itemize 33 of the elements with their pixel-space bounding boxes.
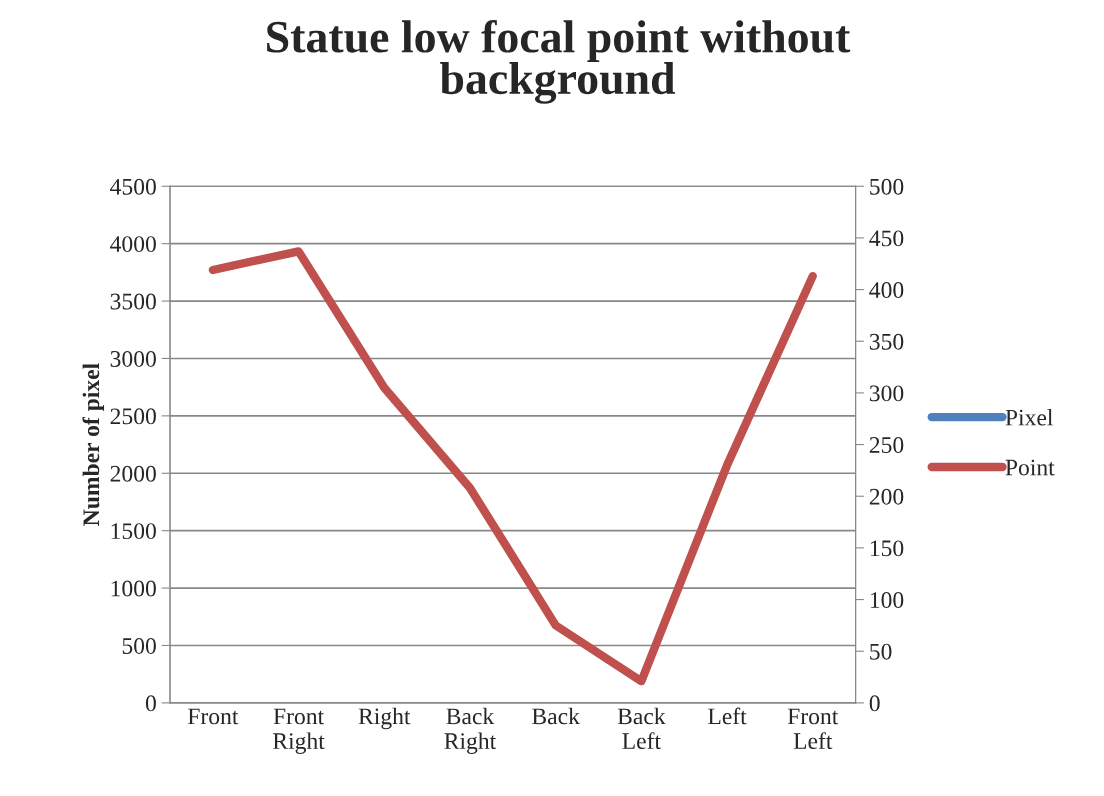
y-tick-label: 4000: [110, 236, 156, 253]
x-tick-label: Back Right: [444, 707, 497, 754]
y2-tick-label: 150: [870, 540, 904, 557]
x-tick-label: Front: [187, 708, 239, 725]
x-tick-label: Back: [532, 707, 580, 725]
x-tick-label: Front Left: [787, 708, 839, 750]
y-tick-label: 2500: [110, 408, 156, 425]
y-tick-label: 3000: [110, 350, 156, 367]
chart-title: Statue low focal point without background: [267, 19, 851, 104]
x-tick-label: Front Right: [273, 708, 325, 754]
y-tick-label: 1500: [111, 523, 156, 540]
y-tick-label: 3500: [110, 293, 156, 310]
y2-tick-label: 50: [870, 643, 892, 660]
y2-tick-label: 450: [869, 230, 904, 247]
y-tick-label: 0: [145, 695, 156, 712]
y2-tick-label: 250: [869, 437, 904, 453]
y-tick-label: 2000: [110, 465, 156, 482]
y2-tick-label: 200: [869, 488, 904, 505]
y-tick-label: 1000: [111, 580, 156, 597]
x-tick-label: Right: [358, 707, 411, 730]
y-axis-title: Number of pixel: [82, 363, 105, 526]
x-tick-label: Left: [708, 707, 747, 725]
y2-tick-label: 400: [869, 282, 904, 299]
y2-tick-label: 0: [869, 695, 880, 712]
y2-tick-label: 300: [869, 385, 904, 402]
y-tick-label: 4500: [110, 178, 156, 195]
y2-tick-label: 350: [869, 333, 904, 350]
legend-label: Pixel: [1005, 408, 1053, 426]
x-tick-label: Back Left: [617, 707, 666, 750]
y2-tick-label: 500: [870, 178, 904, 195]
y-tick-label: 500: [122, 637, 156, 654]
legend-label: Point: [1005, 459, 1055, 476]
y2-tick-label: 100: [870, 592, 904, 608]
